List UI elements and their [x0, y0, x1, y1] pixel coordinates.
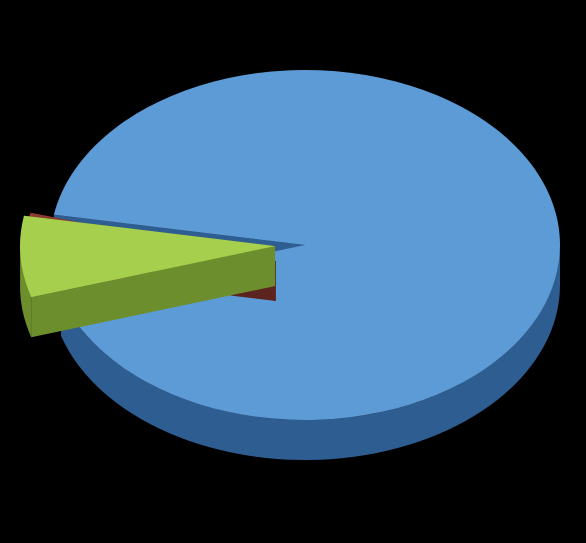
chart-stage	[0, 0, 586, 543]
pie-chart-3d	[0, 0, 586, 543]
